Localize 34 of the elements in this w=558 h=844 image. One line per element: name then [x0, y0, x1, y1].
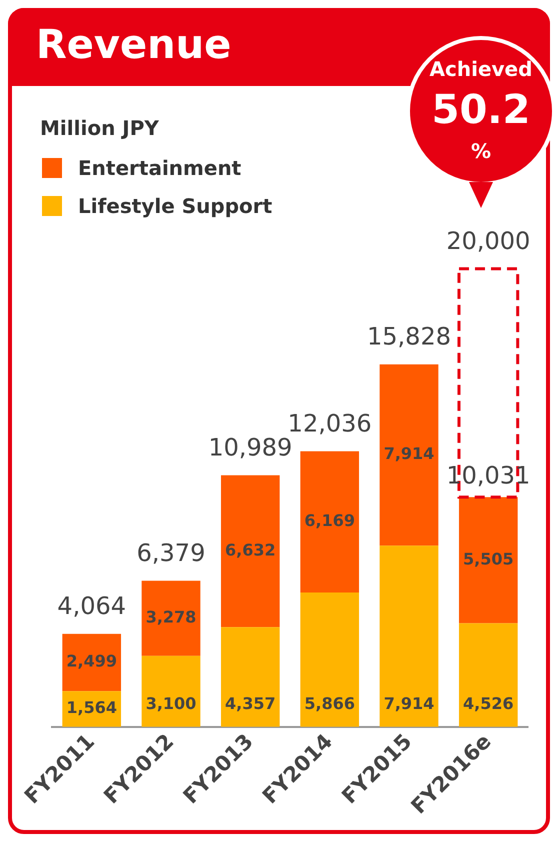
data-label: 5,505 — [463, 549, 514, 568]
text: Million JPY — [40, 116, 159, 140]
total-label: 4,064 — [57, 592, 126, 620]
bar — [300, 592, 360, 727]
text: % — [470, 138, 492, 165]
total-label: 15,828 — [367, 322, 451, 351]
annotation: 10,031 — [446, 461, 530, 490]
bar — [458, 497, 518, 624]
data-label: 4,526 — [463, 694, 514, 714]
bar — [220, 475, 280, 628]
bar — [458, 623, 518, 727]
data-label: 2,499 — [66, 652, 117, 671]
data-label: 5,866 — [304, 694, 355, 714]
data-label: 4,357 — [225, 694, 276, 714]
data-label: 7,914 — [384, 444, 434, 464]
data-label: 6,632 — [225, 540, 276, 560]
legend-label: Lifestyle Support — [78, 194, 272, 218]
chart-title: Revenue — [36, 22, 232, 68]
bar — [300, 451, 360, 593]
bar — [380, 364, 438, 546]
bar — [142, 656, 200, 727]
total-label: 20,000 — [446, 227, 530, 256]
text: Achieved — [428, 56, 534, 83]
total-label: 6,379 — [136, 539, 206, 568]
legend-label: Entertainment — [78, 156, 242, 180]
bar — [380, 546, 438, 727]
data-label: 1,564 — [66, 698, 117, 718]
bar — [142, 580, 200, 656]
data-label: 6,169 — [304, 511, 355, 530]
text: 50.2 — [430, 86, 532, 135]
bar — [220, 627, 280, 727]
data-label: 3,100 — [146, 694, 196, 714]
data-label: 7,914 — [384, 694, 434, 714]
data-label: 3,278 — [146, 608, 196, 626]
